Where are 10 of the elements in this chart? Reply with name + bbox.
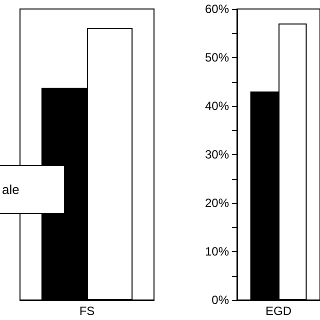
y-tick-label: 10% xyxy=(204,244,230,258)
y-tick-label: 30% xyxy=(204,148,230,162)
y-tick-label: 60% xyxy=(204,2,230,16)
x-tick-label: FS xyxy=(79,304,95,318)
y-tick-label: 50% xyxy=(204,50,230,64)
y-tick-label: 20% xyxy=(204,196,230,210)
y-tick-label: 0% xyxy=(212,293,230,307)
x-tick-label: EGD xyxy=(265,304,292,318)
y-tick-label: 40% xyxy=(204,99,230,113)
legend-box: ale xyxy=(0,165,65,214)
